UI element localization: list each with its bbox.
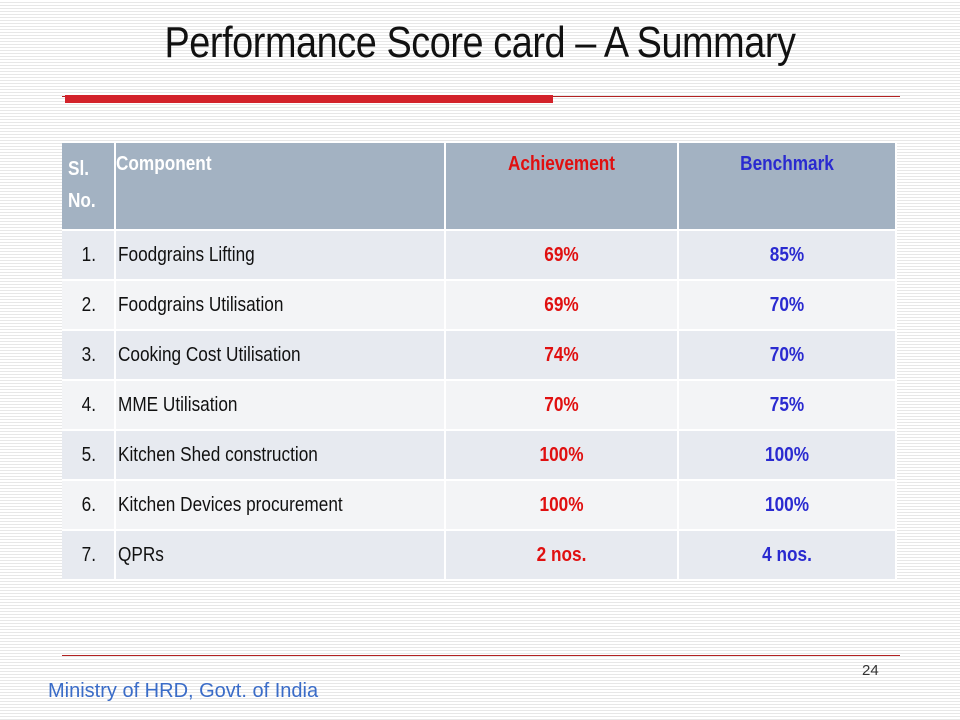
score-card-table: Sl. No. Component Achievement Benchmark … bbox=[62, 143, 897, 581]
row-achievement: 100% bbox=[445, 480, 679, 531]
row-sl-no-text: 2. bbox=[81, 293, 96, 316]
row-achievement: 69% bbox=[445, 230, 679, 281]
row-benchmark: 100% bbox=[678, 480, 897, 531]
row-sl-no-text: 4. bbox=[81, 393, 96, 416]
header-benchmark-label: Benchmark bbox=[740, 153, 834, 175]
row-achievement: 100% bbox=[445, 430, 679, 481]
row-sl-no-text: 7. bbox=[81, 543, 96, 566]
header-achievement: Achievement bbox=[445, 143, 679, 231]
row-benchmark-text: 85% bbox=[769, 243, 805, 266]
header-sl-no-label: Sl. No. bbox=[68, 158, 96, 212]
row-sl-no-text: 5. bbox=[81, 443, 96, 466]
row-benchmark-text: 70% bbox=[769, 293, 805, 316]
row-sl-no: 6. bbox=[62, 480, 116, 531]
row-component-text: Foodgrains Lifting bbox=[118, 243, 255, 266]
row-benchmark: 100% bbox=[678, 430, 897, 481]
row-achievement: 74% bbox=[445, 330, 679, 381]
row-sl-no-text: 1. bbox=[81, 243, 96, 266]
row-component: MME Utilisation bbox=[115, 380, 446, 431]
row-component: Kitchen Devices procurement bbox=[115, 480, 446, 531]
table-row: 4. MME Utilisation 70% 75% bbox=[62, 380, 897, 431]
row-component-text: QPRs bbox=[118, 543, 164, 566]
row-achievement-text: 100% bbox=[539, 443, 584, 466]
row-sl-no: 1. bbox=[62, 230, 116, 281]
row-component: Foodgrains Lifting bbox=[115, 230, 446, 281]
row-achievement-text: 69% bbox=[544, 293, 579, 316]
row-benchmark-text: 70% bbox=[769, 343, 805, 366]
row-achievement-text: 74% bbox=[544, 343, 579, 366]
table-row: 6. Kitchen Devices procurement 100% 100% bbox=[62, 480, 897, 531]
row-sl-no: 5. bbox=[62, 430, 116, 481]
row-sl-no-text: 6. bbox=[81, 493, 96, 516]
title-underline-accent bbox=[65, 95, 553, 103]
header-benchmark: Benchmark bbox=[678, 143, 897, 231]
table-row: 3. Cooking Cost Utilisation 74% 70% bbox=[62, 330, 897, 381]
row-achievement-text: 70% bbox=[544, 393, 579, 416]
header-component-label: Component bbox=[116, 153, 212, 175]
row-sl-no-text: 3. bbox=[81, 343, 96, 366]
row-benchmark: 70% bbox=[678, 330, 897, 381]
row-benchmark-text: 4 nos. bbox=[762, 543, 812, 566]
row-component-text: MME Utilisation bbox=[118, 393, 238, 416]
row-benchmark: 75% bbox=[678, 380, 897, 431]
header-component: Component bbox=[115, 143, 446, 231]
row-component: Cooking Cost Utilisation bbox=[115, 330, 446, 381]
row-achievement: 70% bbox=[445, 380, 679, 431]
slide-title: Performance Score card – A Summary bbox=[164, 18, 796, 67]
row-benchmark-text: 75% bbox=[769, 393, 805, 416]
row-component: Kitchen Shed construction bbox=[115, 430, 446, 481]
row-sl-no: 3. bbox=[62, 330, 116, 381]
row-component-text: Kitchen Shed construction bbox=[118, 443, 318, 466]
footer-organization: Ministry of HRD, Govt. of India bbox=[48, 680, 319, 702]
row-benchmark-text: 100% bbox=[765, 443, 809, 466]
table-header-row: Sl. No. Component Achievement Benchmark bbox=[62, 143, 897, 231]
row-achievement: 69% bbox=[445, 280, 679, 331]
row-sl-no: 4. bbox=[62, 380, 116, 431]
row-component: Foodgrains Utilisation bbox=[115, 280, 446, 331]
row-achievement-text: 2 nos. bbox=[536, 543, 587, 566]
row-component-text: Kitchen Devices procurement bbox=[118, 493, 343, 516]
page-number: 24 bbox=[862, 662, 879, 679]
row-component-text: Foodgrains Utilisation bbox=[118, 293, 284, 316]
footer-divider bbox=[62, 655, 900, 656]
table-row: 5. Kitchen Shed construction 100% 100% bbox=[62, 430, 897, 481]
row-benchmark: 85% bbox=[678, 230, 897, 281]
row-benchmark-text: 100% bbox=[765, 493, 809, 516]
row-sl-no: 2. bbox=[62, 280, 116, 331]
row-benchmark: 70% bbox=[678, 280, 897, 331]
table-row: 1. Foodgrains Lifting 69% 85% bbox=[62, 230, 897, 281]
header-achievement-label: Achievement bbox=[507, 153, 616, 175]
table-row: 2. Foodgrains Utilisation 69% 70% bbox=[62, 280, 897, 331]
row-benchmark: 4 nos. bbox=[678, 530, 897, 581]
header-sl-no: Sl. No. bbox=[62, 143, 116, 231]
row-sl-no: 7. bbox=[62, 530, 116, 581]
row-component-text: Cooking Cost Utilisation bbox=[118, 343, 301, 366]
row-achievement-text: 69% bbox=[544, 243, 579, 266]
row-component: QPRs bbox=[115, 530, 446, 581]
row-achievement: 2 nos. bbox=[445, 530, 679, 581]
table-row: 7. QPRs 2 nos. 4 nos. bbox=[62, 530, 897, 581]
row-achievement-text: 100% bbox=[539, 493, 584, 516]
